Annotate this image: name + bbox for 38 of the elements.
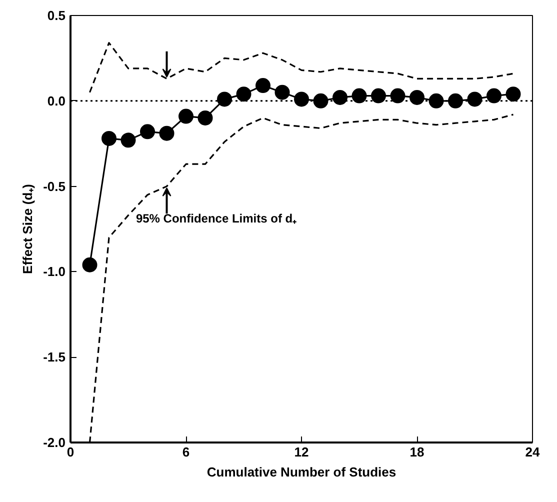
point	[313, 93, 328, 108]
y-tick-label: -2.0	[43, 435, 66, 450]
point	[159, 126, 174, 141]
annotation: 95% Confidence Limits of d₊	[136, 212, 297, 226]
point	[256, 78, 270, 94]
point	[448, 93, 463, 108]
point	[467, 92, 482, 107]
point	[274, 84, 290, 100]
point	[217, 92, 232, 107]
point	[410, 90, 424, 105]
point	[120, 132, 136, 148]
x-tick-label: 12	[294, 444, 309, 460]
point	[352, 88, 367, 104]
line-series	[88, 42, 514, 94]
y-tick-label: -0.5	[43, 178, 66, 194]
y-axis-title: Effect Size (d₊)	[20, 184, 36, 274]
point	[294, 92, 309, 107]
point	[236, 86, 252, 102]
x-axis-title: Cumulative Number of Studies	[206, 464, 396, 480]
point	[140, 124, 155, 140]
point	[428, 93, 444, 108]
point	[178, 108, 194, 124]
y-tick-label: -1.5	[43, 350, 66, 365]
point	[486, 88, 502, 104]
x-tick-label: 18	[410, 444, 424, 460]
y-tick-label: -1.0	[43, 264, 66, 280]
x-tick-label: 24	[525, 444, 540, 460]
y-tick-label: 0.5	[47, 8, 66, 23]
point	[506, 86, 521, 102]
point	[102, 130, 116, 146]
y-tick-label: 0.0	[47, 93, 66, 108]
point	[82, 257, 98, 272]
point	[198, 110, 213, 126]
x-tick-label: 0	[66, 444, 74, 460]
point	[332, 90, 348, 105]
point	[371, 88, 386, 104]
point	[390, 88, 406, 104]
x-tick-label: 6	[182, 444, 190, 460]
